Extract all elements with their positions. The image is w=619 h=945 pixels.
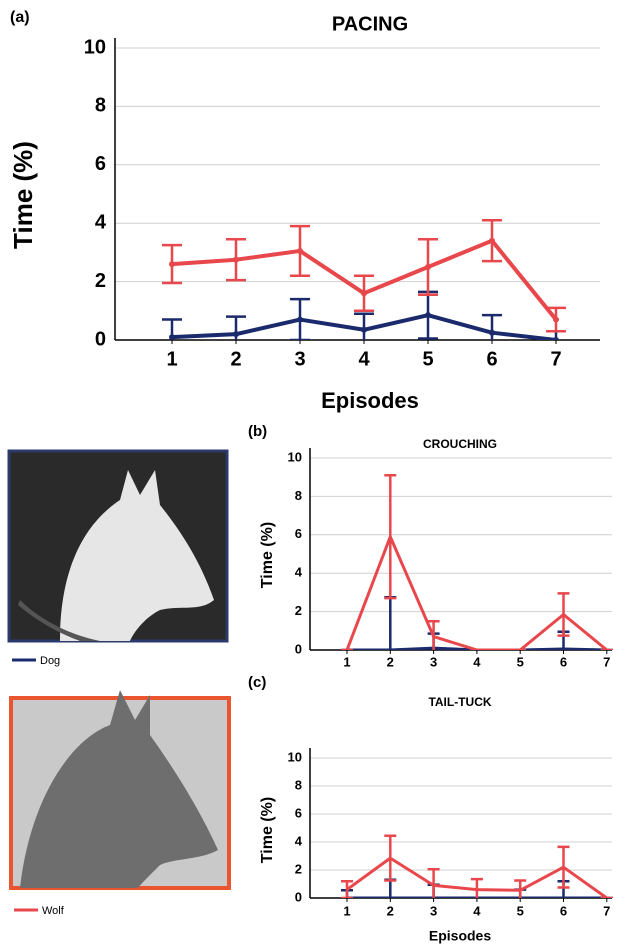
y-tick-label: 4 xyxy=(95,211,107,233)
y-axis-label: Time (%) xyxy=(259,797,276,863)
y-tick-label: 8 xyxy=(95,95,106,117)
x-tick-label: 5 xyxy=(517,903,524,918)
y-tick-label: 2 xyxy=(295,861,302,876)
point xyxy=(233,331,239,337)
x-tick-label: 1 xyxy=(166,348,177,370)
x-tick-label: 1 xyxy=(343,903,350,918)
x-tick-label: 3 xyxy=(294,348,305,370)
y-tick-label: 0 xyxy=(295,641,302,656)
point xyxy=(361,327,367,333)
x-tick-label: 7 xyxy=(603,903,610,918)
x-tick-label: 3 xyxy=(430,654,437,669)
legend-label: Dog xyxy=(40,655,60,667)
x-tick-label: 2 xyxy=(387,654,394,669)
chart-title: CROUCHING xyxy=(423,437,497,451)
x-tick-label: 2 xyxy=(230,348,241,370)
y-tick-label: 4 xyxy=(295,833,303,848)
point xyxy=(489,238,495,244)
y-axis-label: Time (%) xyxy=(8,141,38,249)
y-tick-label: 0 xyxy=(295,889,302,904)
x-tick-label: 5 xyxy=(517,654,524,669)
wolf-photo xyxy=(11,690,229,888)
y-tick-label: 6 xyxy=(95,153,106,175)
panel-label: (a) xyxy=(10,9,30,26)
x-tick-label: 7 xyxy=(603,654,610,669)
point xyxy=(169,334,175,340)
x-tick-label: 2 xyxy=(387,903,394,918)
x-axis-label: Episodes xyxy=(429,928,491,944)
x-tick-label: 6 xyxy=(486,348,497,370)
plot-area xyxy=(162,220,566,354)
x-tick-label: 6 xyxy=(560,903,567,918)
x-tick-label: 1 xyxy=(343,654,350,669)
y-tick-label: 6 xyxy=(295,805,302,820)
page: Dog Wolf (a) PACING Time (%) Episodes 0 2 4 6 8 1… xyxy=(0,0,619,945)
y-tick-label: 2 xyxy=(295,603,302,618)
x-tick-label: 6 xyxy=(560,654,567,669)
point xyxy=(425,312,431,318)
x-tick-label: 4 xyxy=(473,654,481,669)
y-tick-label: 6 xyxy=(295,526,302,541)
x-tick-label: 3 xyxy=(430,903,437,918)
point xyxy=(361,290,367,296)
y-tick-label: 8 xyxy=(295,777,302,792)
legend-label: Wolf xyxy=(42,905,65,917)
x-axis-label: Episodes xyxy=(321,388,419,413)
dog-photo xyxy=(9,451,227,641)
y-tick-label: 0 xyxy=(95,328,106,350)
panel-label: (c) xyxy=(248,674,266,691)
chart-title: TAIL-TUCK xyxy=(428,695,491,709)
chart-title: PACING xyxy=(332,13,408,35)
y-tick-label: 4 xyxy=(295,565,303,580)
x-tick-label: 5 xyxy=(422,348,433,370)
point xyxy=(425,264,431,270)
y-tick-label: 10 xyxy=(288,449,302,464)
point xyxy=(233,257,239,263)
y-tick-label: 10 xyxy=(288,749,302,764)
point xyxy=(489,330,495,336)
x-tick-label: 4 xyxy=(358,348,370,370)
x-tick-label: 4 xyxy=(473,903,481,918)
point xyxy=(297,317,303,323)
panel-label: (b) xyxy=(248,423,267,440)
point xyxy=(553,317,559,323)
x-tick-label: 7 xyxy=(550,348,561,370)
y-tick-label: 8 xyxy=(295,488,302,503)
y-tick-label: 10 xyxy=(84,36,106,58)
point xyxy=(297,248,303,254)
point xyxy=(169,261,175,267)
figure: Dog Wolf (a) PACING Time (%) Episodes 0 2 4 6 8 1… xyxy=(0,0,619,945)
y-axis-label: Time (%) xyxy=(259,522,276,588)
y-tick-label: 2 xyxy=(95,270,106,292)
